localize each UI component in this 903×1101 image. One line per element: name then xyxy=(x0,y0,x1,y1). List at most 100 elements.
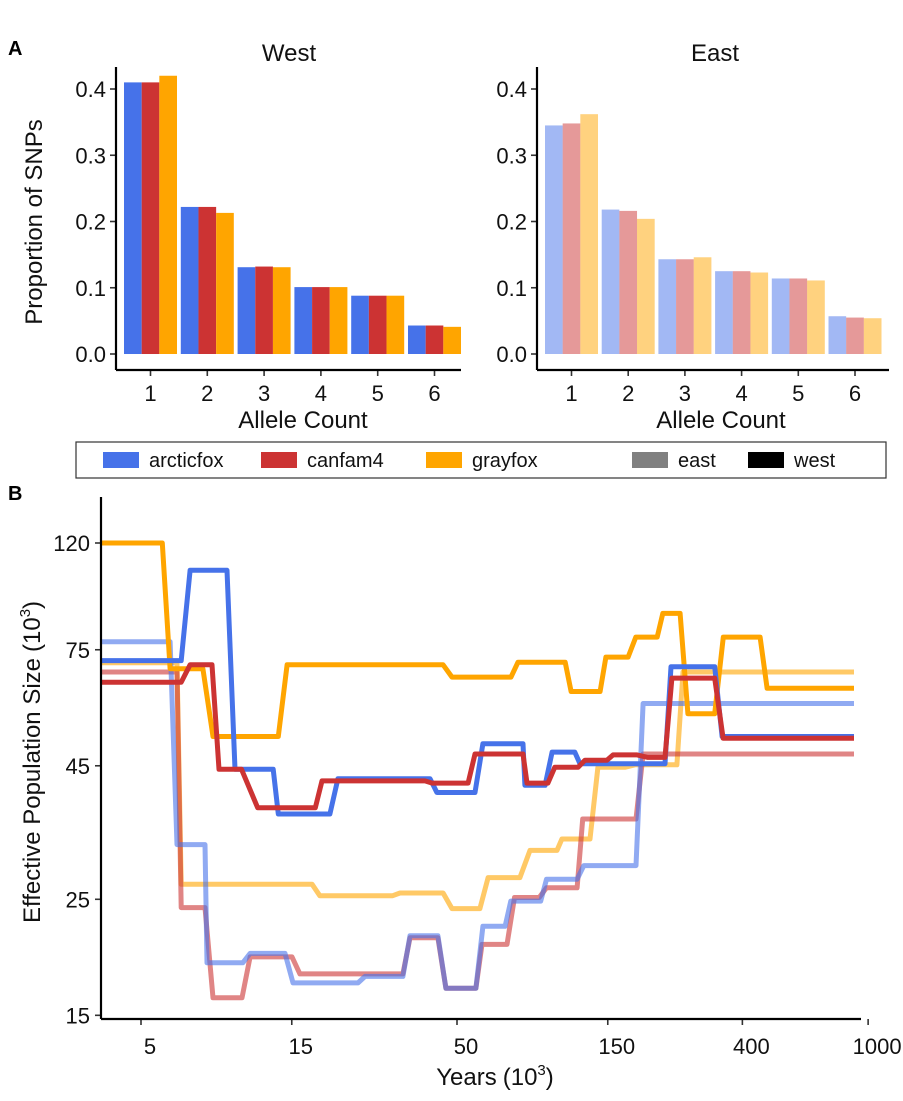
east-bars xyxy=(545,114,882,355)
legend-swatch-west xyxy=(748,452,784,468)
legend-swatch-canfam4 xyxy=(261,452,297,468)
east-bar-grayfox-2 xyxy=(637,218,655,354)
west-bar-canfam4-2 xyxy=(198,206,217,354)
east-bar-arcticfox-4 xyxy=(715,271,733,354)
west-bar-grayfox-3 xyxy=(272,267,291,354)
ne-x-axis-title-text: Years xyxy=(436,1064,497,1091)
east-bar-arcticfox-3 xyxy=(658,259,677,354)
legend-label-west: west xyxy=(793,450,836,472)
ne-x-axis-title: Years (103) xyxy=(436,1062,554,1091)
east-y-ticks: 0.0 0.1 0.2 0.3 0.4 xyxy=(496,77,537,367)
east-x-tick-label: 4 xyxy=(735,381,747,406)
west-panel-title: West xyxy=(262,40,317,67)
west-bar-grayfox-2 xyxy=(216,212,234,354)
west-y-ticks: 0.0 0.1 0.2 0.3 0.4 xyxy=(75,77,116,367)
west-x-tick-label: 4 xyxy=(315,381,327,406)
legend: arcticfox canfam4 grayfox east west xyxy=(75,441,887,479)
ne-y-axis-unit-exp: 3 xyxy=(17,609,34,617)
west-x-tick-label: 5 xyxy=(372,381,384,406)
east-y-tick-label: 0.3 xyxy=(496,143,527,168)
east-bar-arcticfox-5 xyxy=(771,278,790,354)
ne-y-axis-title: Effective Population Size(103) xyxy=(17,601,46,923)
east-bar-grayfox-5 xyxy=(807,280,825,354)
west-bar-canfam4-4 xyxy=(312,287,330,354)
legend-label-east: east xyxy=(678,450,716,472)
east-bar-arcticfox-6 xyxy=(828,316,847,354)
west-bar-arcticfox-5 xyxy=(351,295,369,354)
east-bar-canfam4-6 xyxy=(846,317,864,354)
legend-swatch-arcticfox xyxy=(103,452,139,468)
east-y-tick-label: 0.1 xyxy=(496,276,527,301)
ne-line-chart: 15 25 45 75 120 5 15 50 150 400 1000 Years (103) E… xyxy=(17,497,902,1091)
west-bar-arcticfox-4 xyxy=(294,287,313,354)
west-x-tick-label: 6 xyxy=(428,381,440,406)
west-bar-arcticfox-3 xyxy=(237,267,256,354)
east-x-ticks: 1 2 3 4 5 6 xyxy=(565,370,861,406)
west-bar-arcticfox-6 xyxy=(408,325,426,354)
east-bar-grayfox-3 xyxy=(693,257,712,354)
ne-x-tick-label: 15 xyxy=(289,1034,313,1059)
west-bar-canfam4-1 xyxy=(141,82,160,355)
west-y-tick-label: 0.1 xyxy=(75,276,106,301)
ne-y-tick-label: 75 xyxy=(66,638,90,663)
ne-lines xyxy=(100,540,854,1001)
east-bar-canfam4-2 xyxy=(619,210,638,354)
east-bar-canfam4-1 xyxy=(562,123,581,354)
legend-swatch-east xyxy=(632,452,668,468)
legend-label-grayfox: grayfox xyxy=(472,450,538,472)
ne-y-ticks: 15 25 45 75 120 xyxy=(53,531,101,1028)
east-panel-title: East xyxy=(691,40,739,67)
east-bar-grayfox-4 xyxy=(750,272,769,354)
ne-y-tick-label: 25 xyxy=(66,887,90,912)
east-bar-arcticfox-1 xyxy=(545,125,563,354)
ne-x-tick-label: 50 xyxy=(454,1034,478,1059)
ne-y-axis-title-text: Effective Population Size xyxy=(19,658,46,923)
east-bar-arcticfox-2 xyxy=(601,209,620,354)
west-bar-grayfox-4 xyxy=(329,287,348,354)
west-x-tick-label: 2 xyxy=(201,381,213,406)
west-bar-arcticfox-2 xyxy=(180,206,199,354)
ne-line-arcticfox-east xyxy=(100,639,854,991)
east-bar-grayfox-1 xyxy=(580,114,598,355)
east-bar-canfam4-4 xyxy=(732,271,751,354)
ne-x-tick-label: 1000 xyxy=(853,1034,902,1059)
west-y-tick-label: 0.3 xyxy=(75,143,106,168)
y-axis-title-proportion: Proportion of SNPs xyxy=(21,119,48,324)
east-y-tick-label: 0.0 xyxy=(496,342,527,367)
ne-x-tick-label: 400 xyxy=(733,1034,770,1059)
east-x-tick-label: 3 xyxy=(679,381,691,406)
west-x-tick-label: 1 xyxy=(144,381,156,406)
west-bar-grayfox-6 xyxy=(443,326,461,354)
west-bar-arcticfox-1 xyxy=(124,82,142,355)
west-y-tick-label: 0.2 xyxy=(75,210,106,235)
ne-line-grayfox-west xyxy=(100,540,854,739)
panel-a-tag: A xyxy=(8,38,22,60)
east-bar-grayfox-6 xyxy=(863,318,882,354)
legend-swatch-grayfox xyxy=(426,452,462,468)
ne-y-tick-label: 45 xyxy=(66,754,90,779)
ne-x-tick-label: 150 xyxy=(598,1034,635,1059)
west-bar-canfam4-6 xyxy=(425,325,444,354)
legend-label-canfam4: canfam4 xyxy=(307,450,384,472)
east-x-tick-label: 6 xyxy=(849,381,861,406)
west-bar-grayfox-1 xyxy=(159,75,177,354)
east-bar-canfam4-5 xyxy=(789,278,808,354)
west-y-tick-label: 0.0 xyxy=(75,342,106,367)
west-y-tick-label: 0.4 xyxy=(75,77,106,102)
east-y-tick-label: 0.2 xyxy=(496,210,527,235)
ne-x-axis-unit-exp: 3 xyxy=(537,1062,545,1079)
west-bar-chart: West 0.0 0.1 0.2 0.3 0.4 1 2 3 4 5 6 Allele Count… xyxy=(21,40,461,434)
east-bar-chart: East 0.0 0.1 0.2 0.3 0.4 1 2 3 4 5 6 Allele Count xyxy=(496,40,889,434)
ne-x-ticks: 5 15 50 150 400 1000 xyxy=(140,1019,902,1059)
east-x-tick-label: 1 xyxy=(565,381,577,406)
ne-y-axis-unit-base: 10 xyxy=(19,617,46,644)
east-x-axis-title: Allele Count xyxy=(656,407,786,434)
ne-x-axis-unit-base: 10 xyxy=(511,1064,538,1091)
east-y-tick-label: 0.4 xyxy=(496,77,527,102)
west-x-ticks: 1 2 3 4 5 6 xyxy=(144,370,441,406)
west-x-tick-label: 3 xyxy=(258,381,270,406)
west-bars xyxy=(124,75,461,355)
ne-line-canfam4-west xyxy=(100,662,854,811)
east-x-tick-label: 5 xyxy=(792,381,804,406)
